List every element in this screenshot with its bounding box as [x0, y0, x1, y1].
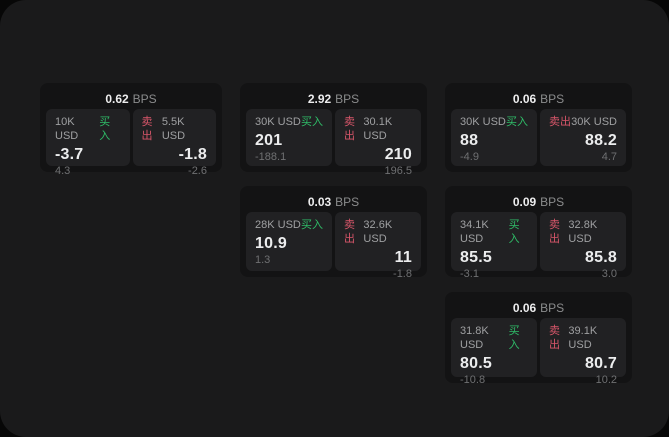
sell-side-label: 卖出 [549, 116, 571, 128]
sell-panel[interactable]: 卖出 30K USD 88.2 4.7 [540, 109, 626, 166]
buy-side-label: 买入 [508, 219, 520, 245]
sell-sub-value: -1.8 [393, 268, 412, 280]
buy-amount: 31.8K USD [460, 325, 489, 351]
buy-amount: 34.1K USD [460, 219, 489, 245]
sell-amount: 39.1K USD [568, 325, 598, 351]
quote-panels: 30K USD 买入 88 -4.9 卖出 30K USD 88.2 4.7 [451, 109, 626, 166]
bps-unit: BPS [540, 300, 565, 315]
sell-panel[interactable]: 卖出 32.8K USD 85.8 3.0 [540, 212, 626, 280]
sell-amount: 5.5K USD [161, 116, 186, 142]
sell-panel[interactable]: 卖出 5.5K USD -1.8 -2.6 [132, 109, 216, 177]
buy-panel[interactable]: 34.1K USD 买入 85.5 -3.1 [451, 212, 537, 280]
buy-amount: 30K USD [255, 116, 301, 128]
bps-value: 0.62 [105, 91, 129, 106]
bps-value: 0.06 [512, 300, 537, 315]
quote-card: 0.03 BPS 28K USD 买入 10.9 1.3 卖出 32.6K US… [240, 186, 427, 280]
sell-panel[interactable]: 卖出 30.1K USD 210 196.5 [335, 109, 421, 177]
bps-value: 2.92 [307, 91, 332, 106]
buy-price: 88 [460, 132, 479, 149]
bps-header: 0.62 BPS [46, 88, 216, 109]
bps-unit: BPS [335, 91, 360, 106]
sell-side-label: 卖出 [549, 219, 560, 245]
sell-side-label: 卖出 [141, 116, 153, 142]
sell-side-label: 卖出 [344, 116, 355, 142]
quote-panels: 10K USD 买入 -3.7 4.3 卖出 5.5K USD -1.8 -2.… [46, 109, 216, 177]
buy-panel[interactable]: 28K USD 买入 10.9 1.3 [246, 212, 332, 271]
buy-sub-value: 1.3 [255, 254, 271, 266]
buy-price: 80.5 [460, 355, 492, 372]
bps-unit: BPS [540, 91, 565, 106]
quote-panels: 30K USD 买入 201 -188.1 卖出 30.1K USD 210 1… [246, 109, 421, 177]
buy-price: 10.9 [255, 235, 287, 252]
sell-amount: 32.6K USD [363, 219, 393, 245]
sell-price: 210 [384, 146, 412, 163]
bps-unit: BPS [132, 91, 157, 106]
quote-card: 2.92 BPS 30K USD 买入 201 -188.1 卖出 30.1K … [240, 83, 427, 177]
sell-price: 11 [394, 249, 412, 266]
bps-unit: BPS [335, 194, 360, 209]
quote-panels: 34.1K USD 买入 85.5 -3.1 卖出 32.8K USD 85.8… [451, 212, 626, 280]
buy-side-label: 买入 [301, 219, 323, 231]
sell-sub-value: 196.5 [384, 165, 412, 177]
bps-header: 0.06 BPS [451, 297, 626, 318]
bps-value: 0.06 [512, 91, 537, 106]
sell-sub-value: -2.6 [188, 165, 207, 177]
sell-price: 85.8 [585, 249, 617, 266]
buy-panel[interactable]: 10K USD 买入 -3.7 4.3 [46, 109, 130, 177]
buy-amount: 28K USD [255, 219, 301, 231]
sell-sub-value: 3.0 [601, 268, 617, 280]
buy-price: 85.5 [460, 249, 492, 266]
sell-panel[interactable]: 卖出 32.6K USD 11 -1.8 [335, 212, 421, 280]
bps-header: 0.03 BPS [246, 191, 421, 212]
buy-sub-value: -10.8 [460, 374, 486, 386]
bps-value: 0.09 [512, 194, 537, 209]
sell-price: 88.2 [585, 132, 617, 149]
quote-card: 0.62 BPS 10K USD 买入 -3.7 4.3 卖出 5.5K USD… [40, 83, 222, 177]
buy-sub-value: -188.1 [255, 151, 287, 163]
quote-card: 0.06 BPS 31.8K USD 买入 80.5 -10.8 卖出 39.1… [445, 292, 632, 386]
quote-card: 0.09 BPS 34.1K USD 买入 85.5 -3.1 卖出 32.8K… [445, 186, 632, 280]
bps-unit: BPS [540, 194, 565, 209]
buy-side-label: 买入 [506, 116, 528, 128]
buy-sub-value: -3.1 [460, 268, 479, 280]
buy-panel[interactable]: 31.8K USD 买入 80.5 -10.8 [451, 318, 537, 386]
sell-amount: 30.1K USD [363, 116, 393, 142]
buy-price: -3.7 [55, 146, 84, 163]
buy-panel[interactable]: 30K USD 买入 88 -4.9 [451, 109, 537, 166]
buy-side-label: 买入 [99, 116, 111, 142]
sell-side-label: 卖出 [344, 219, 355, 245]
buy-panel[interactable]: 30K USD 买入 201 -188.1 [246, 109, 332, 166]
sell-amount: 30K USD [571, 116, 617, 128]
buy-side-label: 买入 [301, 116, 323, 128]
quote-card: 0.06 BPS 30K USD 买入 88 -4.9 卖出 30K USD 8… [445, 83, 632, 172]
quote-panels: 28K USD 买入 10.9 1.3 卖出 32.6K USD 11 -1.8 [246, 212, 421, 280]
sell-panel[interactable]: 卖出 39.1K USD 80.7 10.2 [540, 318, 626, 386]
buy-side-label: 买入 [508, 325, 520, 351]
sell-sub-value: 4.7 [601, 151, 617, 163]
buy-amount: 30K USD [460, 116, 506, 128]
buy-price: 201 [255, 132, 283, 149]
bps-header: 2.92 BPS [246, 88, 421, 109]
quote-panels: 31.8K USD 买入 80.5 -10.8 卖出 39.1K USD 80.… [451, 318, 626, 386]
sell-price: 80.7 [585, 355, 617, 372]
bps-value: 0.03 [307, 194, 332, 209]
sell-side-label: 卖出 [549, 325, 560, 351]
sell-price: -1.8 [178, 146, 207, 163]
buy-sub-value: -4.9 [460, 151, 479, 163]
bps-header: 0.06 BPS [451, 88, 626, 109]
bps-header: 0.09 BPS [451, 191, 626, 212]
buy-amount: 10K USD [55, 116, 79, 142]
sell-amount: 32.8K USD [568, 219, 598, 245]
buy-sub-value: 4.3 [55, 165, 71, 177]
sell-sub-value: 10.2 [595, 374, 617, 386]
